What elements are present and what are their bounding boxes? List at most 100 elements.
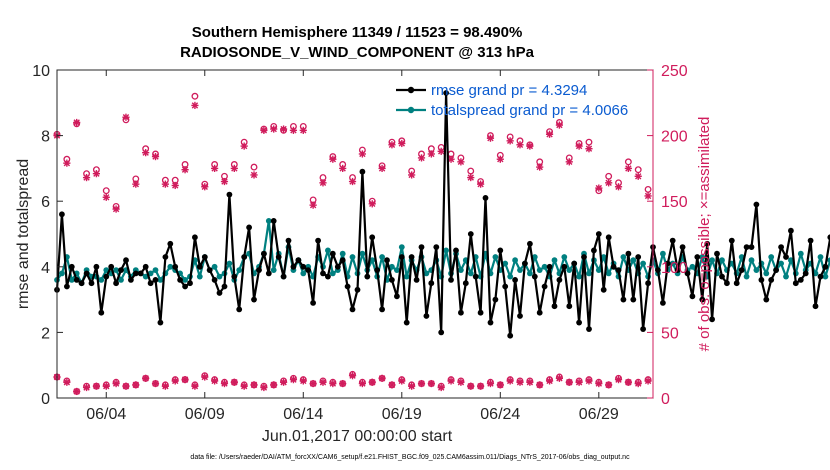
rmse-point [344, 283, 351, 290]
rmse-point [251, 296, 257, 303]
assimilated-star-stroke [605, 381, 612, 389]
obs-assimilated-marker [63, 378, 71, 386]
totalspread-point [586, 270, 592, 277]
totalspread-point [389, 263, 395, 270]
assimilated-star-stroke [142, 149, 149, 156]
obs-assimilated-marker [408, 382, 416, 390]
rmse-point [812, 303, 819, 310]
rmse-point [423, 313, 430, 319]
rmse-point [59, 211, 65, 218]
y-axis-left: 0 2 4 6 8 10 [32, 63, 63, 408]
obs-assimilated-marker [309, 379, 317, 388]
assimilated-star-stroke [132, 381, 140, 389]
obs-assimilated-marker [102, 382, 110, 390]
assimilated-star-stroke [506, 137, 514, 145]
totalspread-point [492, 254, 499, 260]
legend: rmse grand pr = 4.3294 totalspread grand… [396, 82, 628, 119]
totalspread-point [211, 263, 218, 270]
rmse-point [369, 234, 376, 241]
y-right-tick-label: 0 [661, 391, 670, 408]
totalspread-point [640, 260, 646, 267]
rmse-point [256, 267, 262, 273]
rmse-point [620, 296, 627, 303]
totalspread-point [797, 250, 804, 257]
assimilated-star-stroke [122, 382, 130, 390]
rmse-point [403, 319, 410, 326]
assimilated-star-stroke [388, 381, 396, 389]
obs-assimilated-marker [132, 180, 140, 188]
obs-assimilated-marker [122, 113, 130, 121]
rmse-point [315, 237, 321, 244]
totalspread-point [512, 257, 518, 264]
assimilated-star-stroke [172, 182, 179, 189]
assimilated-star-stroke [595, 184, 603, 192]
obs-assimilated-marker [82, 383, 91, 392]
rmse-point [753, 201, 760, 208]
rmse-point [172, 263, 179, 270]
x-tick-label: 06/29 [579, 406, 619, 423]
assimilated-star-stroke [575, 142, 583, 150]
rmse-point [453, 247, 459, 254]
totalspread-point [507, 273, 514, 280]
assimilated-star-stroke [270, 381, 277, 389]
rmse-point [507, 332, 514, 339]
rmse-point [477, 309, 484, 316]
assimilated-star-stroke [369, 379, 376, 386]
rmse-point [571, 260, 578, 267]
obs-assimilated-marker [605, 381, 613, 389]
obs-assimilated-marker [279, 378, 288, 386]
obs-assimilated-marker [575, 142, 583, 150]
obs-assimilated-marker [565, 378, 573, 386]
obs-assimilated-marker [378, 164, 386, 172]
totalspread-point [113, 267, 119, 273]
rmse-point [221, 283, 228, 290]
rmse-point [270, 218, 277, 224]
totalspread-point [595, 267, 602, 273]
obs-possible-marker [250, 163, 258, 171]
totalspread-point [541, 263, 548, 270]
assimilated-star-stroke [172, 377, 179, 385]
assimilated-star-stroke [211, 377, 218, 385]
obs-assimilated-marker [339, 379, 347, 388]
rmse-point [142, 263, 149, 270]
obs-possible-marker [605, 172, 613, 180]
obs-assimilated-marker [358, 150, 366, 158]
rmse-point [329, 250, 336, 257]
rmse-point [187, 280, 193, 287]
assimilated-star-stroke [290, 376, 297, 383]
obs-assimilated-marker [496, 381, 504, 389]
totalspread-point [527, 270, 533, 277]
obs-assimilated-marker [329, 155, 337, 163]
totalspread-point [226, 260, 233, 267]
rmse-point [374, 267, 381, 273]
obs-assimilated-marker [142, 374, 150, 382]
rmse-point [600, 286, 607, 293]
rmse-point [497, 247, 504, 254]
rmse-point [655, 267, 661, 273]
obs-assimilated-marker [201, 373, 209, 381]
rmse-point [118, 267, 124, 273]
rmse-point [738, 267, 745, 273]
obs-assimilated-marker [417, 154, 426, 162]
obs-count-markers [53, 92, 652, 396]
rmse-point [822, 263, 829, 270]
rmse-point [334, 263, 341, 270]
y-right-tick-label: 250 [661, 63, 688, 80]
rmse-point [177, 277, 184, 283]
rmse-point [699, 296, 706, 303]
assimilated-star-stroke [63, 379, 71, 386]
obs-assimilated-marker [545, 130, 554, 138]
obs-assimilated-marker [447, 377, 455, 385]
obs-assimilated-marker [319, 179, 327, 187]
rmse-point [349, 306, 356, 313]
assimilated-star-stroke [329, 156, 337, 163]
x-axis-label: Jun.01,2017 00:00:00 start [262, 428, 453, 445]
obs-assimilated-marker [555, 374, 564, 382]
rmse-point [669, 237, 676, 244]
totalspread-point [689, 263, 696, 270]
totalspread-point [699, 254, 706, 260]
assimilated-star-stroke [497, 381, 504, 389]
rmse-point [802, 270, 809, 277]
assimilated-star-stroke [191, 382, 199, 390]
obs-assimilated-marker [181, 166, 189, 174]
